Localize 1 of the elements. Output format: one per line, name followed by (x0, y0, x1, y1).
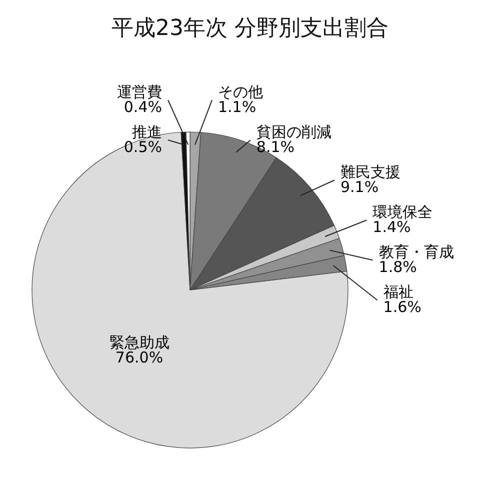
chart-title: 平成23年次 分野別支出割合 (112, 16, 388, 41)
